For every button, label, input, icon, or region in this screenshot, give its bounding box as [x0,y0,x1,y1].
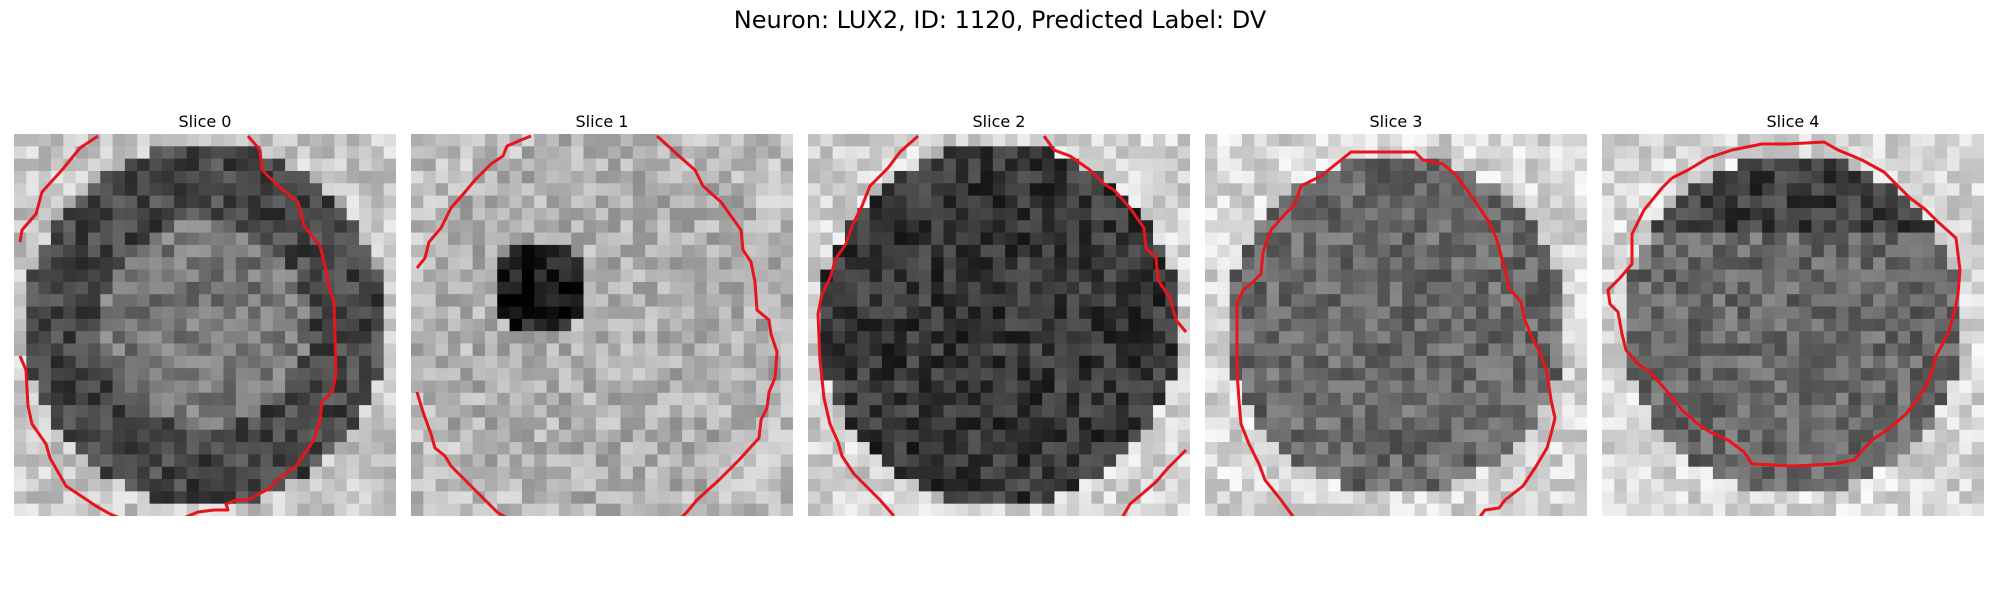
slice-image [808,134,1190,516]
slice-title: Slice 2 [972,112,1026,131]
slice-title: Slice 4 [1766,112,1820,131]
slice-image [411,134,793,516]
segmentation-outline [816,134,919,516]
segmentation-outline [1606,140,1962,468]
slice-title: Slice 1 [575,112,629,131]
pixel-mosaic [14,134,396,516]
slice-title: Slice 0 [178,112,232,131]
figure-title: Neuron: LUX2, ID: 1120, Predicted Label:… [733,6,1267,34]
slice-panel-4: Slice 4 [1602,110,1984,516]
segmentation-outline [415,391,507,516]
slice-panel-0: Slice 0 [14,110,396,516]
pixel-mosaic [1205,134,1587,516]
slice-image [1205,134,1587,516]
pixel-mosaic [411,134,793,516]
segmentation-outline [18,134,99,243]
slice-image [1602,134,1984,516]
segmentation-outline [1042,135,1188,333]
slice-image [14,134,396,516]
segmentation-outline [18,135,338,516]
slice-title: Slice 3 [1369,112,1423,131]
segmentation-outline [1235,150,1557,516]
pixel-mosaic [1602,134,1984,516]
segmentation-outline [655,134,779,516]
segmentation-outline [1121,448,1188,516]
slice-panel-1: Slice 1 [411,110,793,516]
slice-panel-3: Slice 3 [1205,110,1587,516]
pixel-mosaic [808,134,1190,516]
slice-panel-2: Slice 2 [808,110,1190,516]
segmentation-outline [415,134,532,269]
